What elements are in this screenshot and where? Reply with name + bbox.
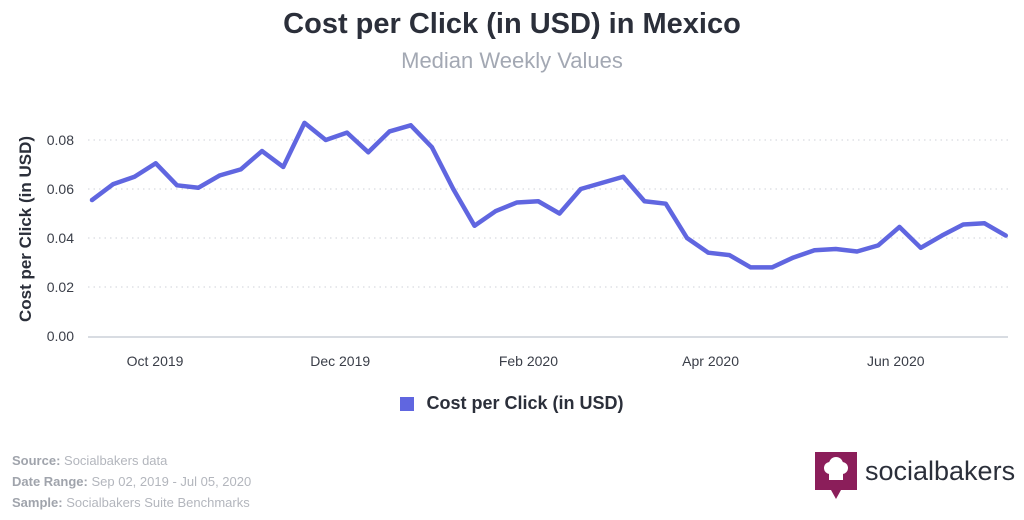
data-point[interactable]	[557, 211, 562, 216]
chart-title: Cost per Click (in USD) in Mexico	[283, 8, 741, 40]
chart-subtitle: Median Weekly Values	[401, 48, 623, 73]
x-tick-label: Feb 2020	[499, 353, 558, 369]
data-point[interactable]	[706, 250, 711, 255]
data-point[interactable]	[897, 224, 902, 229]
data-point[interactable]	[260, 149, 264, 154]
data-point[interactable]	[600, 180, 604, 185]
x-tick-label: Apr 2020	[682, 353, 739, 369]
y-tick-label: 0.00	[47, 328, 74, 344]
legend[interactable]: Cost per Click (in USD)	[0, 393, 1024, 414]
x-tick-label: Oct 2019	[127, 353, 184, 369]
y-tick-label: 0.06	[47, 181, 74, 197]
data-point[interactable]	[217, 173, 222, 178]
data-point[interactable]	[982, 221, 987, 226]
legend-label: Cost per Click (in USD)	[426, 393, 624, 413]
data-point[interactable]	[366, 150, 371, 155]
series-line[interactable]	[89, 120, 1008, 270]
data-point[interactable]	[748, 265, 753, 270]
data-point[interactable]	[663, 201, 668, 206]
source-value: Socialbakers data	[64, 453, 168, 468]
data-point[interactable]	[791, 255, 796, 260]
data-point[interactable]	[536, 199, 541, 204]
data-point[interactable]	[153, 161, 158, 166]
chef-hat-icon	[815, 452, 857, 499]
data-point[interactable]	[493, 209, 498, 214]
data-point[interactable]	[90, 198, 94, 203]
data-point[interactable]	[515, 200, 519, 205]
data-point[interactable]	[408, 123, 413, 128]
y-axis-label: Cost per Click (in USD)	[16, 136, 35, 322]
data-point[interactable]	[387, 129, 392, 134]
data-point[interactable]	[1003, 233, 1008, 238]
data-point[interactable]	[323, 138, 328, 142]
x-tick-label: Jun 2020	[867, 353, 925, 369]
data-point[interactable]	[345, 130, 349, 135]
logo-text: socialbakers	[865, 455, 1016, 486]
data-point[interactable]	[302, 120, 307, 125]
data-point[interactable]	[961, 222, 966, 227]
data-point[interactable]	[132, 174, 137, 179]
data-point[interactable]	[876, 243, 881, 248]
y-tick-label: 0.08	[47, 132, 74, 148]
socialbakers-logo: socialbakers	[815, 452, 1016, 499]
data-point[interactable]	[621, 174, 626, 179]
data-point[interactable]	[175, 183, 179, 188]
data-point[interactable]	[940, 233, 944, 238]
data-point[interactable]	[855, 249, 859, 254]
data-point[interactable]	[472, 223, 477, 228]
data-point[interactable]	[770, 265, 774, 270]
data-point[interactable]	[642, 199, 647, 204]
data-point[interactable]	[918, 245, 923, 250]
date-range-value: Sep 02, 2019 - Jul 05, 2020	[91, 474, 252, 489]
data-point[interactable]	[812, 248, 817, 253]
sample-value: Socialbakers Suite Benchmarks	[66, 495, 250, 510]
source-label: Source:	[12, 453, 61, 468]
data-point[interactable]	[833, 247, 838, 252]
data-point[interactable]	[727, 253, 732, 258]
data-point[interactable]	[451, 187, 456, 191]
y-tick-label: 0.02	[47, 279, 74, 295]
y-tick-label: 0.04	[47, 230, 74, 246]
data-point[interactable]	[578, 187, 583, 191]
data-point[interactable]	[685, 236, 689, 240]
legend-swatch	[400, 396, 415, 411]
data-point[interactable]	[196, 185, 201, 190]
data-point[interactable]	[430, 145, 434, 150]
date-range-label: Date Range:	[12, 474, 88, 489]
data-point[interactable]	[111, 182, 116, 187]
x-tick-label: Dec 2019	[310, 353, 370, 369]
data-point[interactable]	[238, 167, 243, 172]
sample-label: Sample:	[12, 495, 63, 510]
data-point[interactable]	[281, 164, 286, 169]
line-chart: Cost per Click (in USD) 0.00 0.02 0.04 0.06…	[16, 120, 1008, 369]
footer: Source: Socialbakers data Date Range: Se…	[12, 450, 251, 513]
